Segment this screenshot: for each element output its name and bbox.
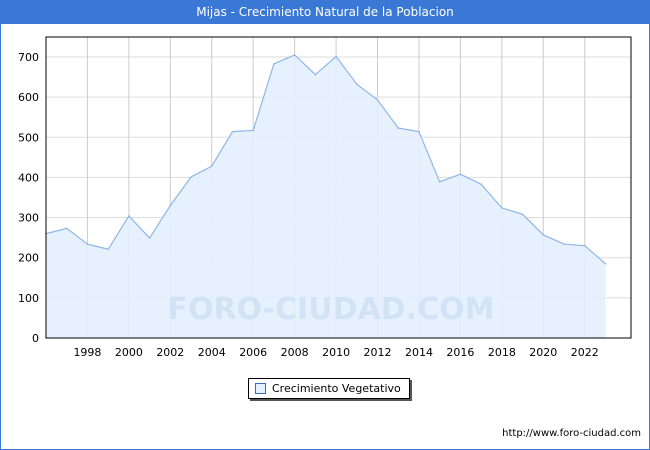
- data-point: [65, 227, 68, 230]
- data-point: [604, 262, 607, 265]
- legend-label: Crecimiento Vegetativo: [272, 382, 401, 395]
- data-point: [459, 173, 462, 175]
- data-point: [190, 176, 192, 178]
- data-point: [293, 54, 296, 56]
- data-point: [501, 207, 503, 209]
- data-point: [210, 165, 213, 167]
- x-tick-label: 2010: [322, 346, 350, 359]
- data-point: [438, 181, 441, 183]
- area-fill: [46, 54, 606, 338]
- data-point: [252, 129, 254, 132]
- plot-border: [45, 36, 632, 339]
- y-tick-label: 600: [18, 91, 39, 104]
- data-point: [86, 243, 89, 245]
- x-tick-label: 2008: [281, 346, 309, 359]
- x-tick-label: 2012: [364, 346, 392, 359]
- x-tick-label: 2002: [156, 346, 184, 359]
- source-url[interactable]: http://www.foro-ciudad.com: [502, 428, 641, 439]
- legend-swatch: [255, 383, 266, 394]
- x-tick-label: 2016: [446, 346, 474, 359]
- data-point: [128, 215, 130, 217]
- x-tick-label: 2020: [529, 346, 557, 359]
- y-tick-label: 0: [32, 332, 39, 345]
- data-point: [480, 183, 482, 186]
- data-point: [107, 248, 109, 251]
- x-tick-label: 2018: [488, 346, 516, 359]
- watermark: FORO-CIUDAD.COM: [168, 292, 495, 327]
- data-point: [563, 243, 565, 245]
- series-line: [45, 54, 606, 265]
- data-point: [583, 244, 586, 247]
- x-tick-label: 1998: [73, 346, 101, 359]
- x-tick-label: 2022: [571, 346, 599, 359]
- y-tick-label: 500: [18, 131, 39, 144]
- x-tick-label: 2004: [198, 346, 226, 359]
- x-tick-label: 2000: [115, 346, 143, 359]
- data-point: [521, 213, 524, 216]
- chart-title: Mijas - Crecimiento Natural de la Poblac…: [1, 1, 649, 24]
- y-tick-label: 400: [18, 171, 39, 184]
- y-tick-label: 700: [18, 51, 39, 64]
- data-point: [231, 130, 234, 133]
- y-tick-label: 100: [18, 292, 39, 305]
- legend: Crecimiento Vegetativo: [248, 378, 410, 399]
- x-tick-label: 2014: [405, 346, 433, 359]
- x-tick-label: 2006: [239, 346, 267, 359]
- y-tick-label: 200: [18, 252, 39, 265]
- data-point: [376, 99, 379, 101]
- data-point: [418, 130, 420, 133]
- data-point: [314, 73, 317, 76]
- data-point: [273, 62, 275, 65]
- y-tick-label: 300: [18, 212, 39, 225]
- data-point: [542, 234, 545, 236]
- data-point: [169, 204, 172, 207]
- data-point: [397, 127, 400, 129]
- data-point: [148, 237, 151, 239]
- data-point: [356, 83, 358, 86]
- data-point: [335, 55, 337, 58]
